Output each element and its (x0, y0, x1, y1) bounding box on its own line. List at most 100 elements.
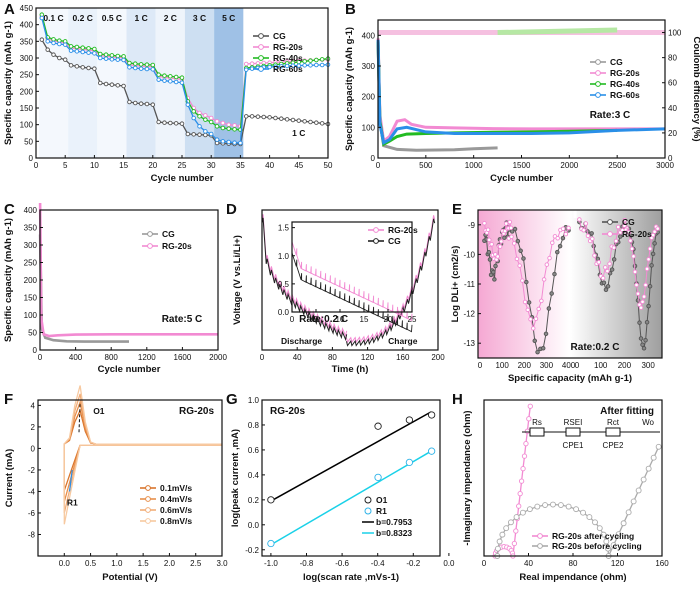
data-point-RG-20s (647, 246, 653, 251)
data-point-RG-20s before cycling (542, 502, 549, 508)
data-point-RG-60s (97, 55, 103, 61)
b-legend-marker (595, 81, 601, 87)
g-ytick-label: 0.6 (248, 446, 260, 455)
data-point-CG (652, 241, 657, 246)
data-point-CG (296, 118, 302, 123)
data-point-CG (609, 267, 615, 272)
panel-letter-a: A (4, 1, 15, 18)
data-point-RG-20s (643, 282, 648, 288)
data-point-RG-20s (544, 262, 550, 267)
data-point-RG-20s (646, 257, 651, 262)
data-point-RG-40s (109, 53, 115, 58)
f-legend-marker (145, 518, 151, 524)
data-point-RG-20s after cycling (520, 465, 526, 472)
b-ylabel: Specific capacity (mAh g-1) (344, 27, 355, 151)
data-point-RG-40s (103, 52, 109, 57)
data-point-R1 (427, 447, 436, 455)
data-point-CG (515, 238, 521, 244)
c-xtick-label: 1200 (138, 353, 156, 362)
a-ytick-label: 350 (20, 37, 34, 46)
data-point-RG-20s before cycling (655, 443, 662, 450)
data-point-RG-40s (308, 58, 313, 63)
c-xtick-label: 400 (69, 353, 83, 362)
f-legend-label: 0.4mV/s (160, 494, 192, 504)
data-point-CG (179, 121, 185, 126)
data-point-RG-20s (560, 226, 566, 232)
data-point-CG (273, 115, 278, 121)
data-point-RG-20s (514, 256, 520, 262)
g-ytick-label: -0.2 (245, 546, 259, 555)
data-point-RG-40s (220, 125, 226, 131)
data-point-RG-20s (226, 122, 231, 127)
data-point-CG (80, 65, 85, 70)
data-point-CG (173, 121, 179, 126)
data-point-CG (549, 291, 554, 296)
data-point-RG-60s (109, 57, 115, 62)
e-legend-marker (607, 219, 613, 225)
g-ylabel: log(peak current ,mA) (230, 429, 241, 527)
data-point-RG-20s before cycling (645, 465, 652, 472)
data-point-RG-40s (92, 46, 97, 52)
c-ytick-label: 250 (24, 259, 38, 268)
panel-c-long-cycling-5c: Rate:5 C 0 400 800 1200 1600 2000 0 50 100 150 200 2… (3, 202, 227, 375)
data-point-RG-20s (628, 238, 633, 243)
data-point-RG-20s (487, 237, 492, 243)
data-point-CG (643, 337, 648, 343)
data-point-RG-60s (133, 65, 138, 71)
data-point-RG-20s (536, 306, 541, 312)
charge-curve-RG-20s (346, 215, 436, 344)
data-point-RG-40s (115, 53, 121, 59)
g-ytick-label: 0.2 (248, 496, 260, 505)
data-point-RG-60s (121, 57, 126, 63)
data-point-RG-60s (45, 39, 50, 44)
data-point-RG-20s (503, 221, 509, 226)
data-point-RG-60s (267, 64, 272, 70)
circuit-resistor (529, 427, 545, 437)
data-point-RG-60s (51, 40, 56, 46)
data-point-CG (647, 284, 653, 289)
d-inset-xtick-label: 5 (314, 315, 319, 324)
data-point-RG-40s (68, 44, 74, 49)
data-point-RG-40s (168, 74, 173, 79)
data-point-RG-40s (197, 114, 202, 119)
data-point-RG-20s (631, 254, 636, 259)
b-xtick-label: 1000 (465, 161, 483, 170)
f-ytick-label: -8 (28, 530, 36, 539)
h-legend-label: RG-20s before cycling (552, 541, 642, 551)
data-point-RG-20s before cycling (635, 487, 642, 494)
d-inset-ytick-label: 1.0 (278, 252, 290, 261)
a-legend-marker (258, 33, 264, 39)
d-inset-ytick-label: 0.5 (278, 280, 290, 289)
data-point-RG-20s (495, 254, 500, 259)
data-point-CG (51, 52, 56, 57)
series-line-RG-60s (376, 39, 666, 145)
data-point-RG-20s before cycling (603, 538, 610, 545)
f-xtick-label: 0.5 (85, 559, 97, 568)
peak-arrow-r1 (68, 469, 73, 492)
data-point-RG-20s before cycling (499, 531, 506, 538)
inset-curve-RG-20s (291, 241, 413, 322)
data-point-RG-40s (302, 59, 307, 64)
data-point-CG (138, 101, 144, 106)
panel-letter-c: C (4, 201, 15, 218)
peak-label-o1: O1 (93, 406, 105, 416)
panel-title: After fitting (600, 406, 654, 417)
data-point-CG (314, 120, 319, 125)
cv-curve-0.1mV/s (63, 408, 222, 491)
charge-curve-CG (346, 218, 436, 347)
data-point-RG-20s after cycling (523, 441, 529, 447)
e-xtick-label: 300 (641, 361, 655, 370)
data-point-RG-20s before cycling (600, 531, 607, 538)
g-ytick-label: 0.0 (248, 521, 260, 530)
data-point-CG (492, 277, 497, 282)
circuit-label: Wo (642, 418, 654, 427)
data-point-RG-20s (550, 240, 555, 246)
g-legend-label: O1 (376, 495, 388, 505)
e-ytick-label: -10 (463, 250, 475, 259)
data-point-RG-20s after cycling (511, 540, 518, 547)
f-xtick-label: 2.0 (164, 559, 176, 568)
data-point-RG-60s (243, 67, 249, 72)
data-point-CG (560, 235, 566, 241)
data-point-RG-60s (214, 137, 220, 142)
data-point-RG-20s (533, 316, 539, 322)
